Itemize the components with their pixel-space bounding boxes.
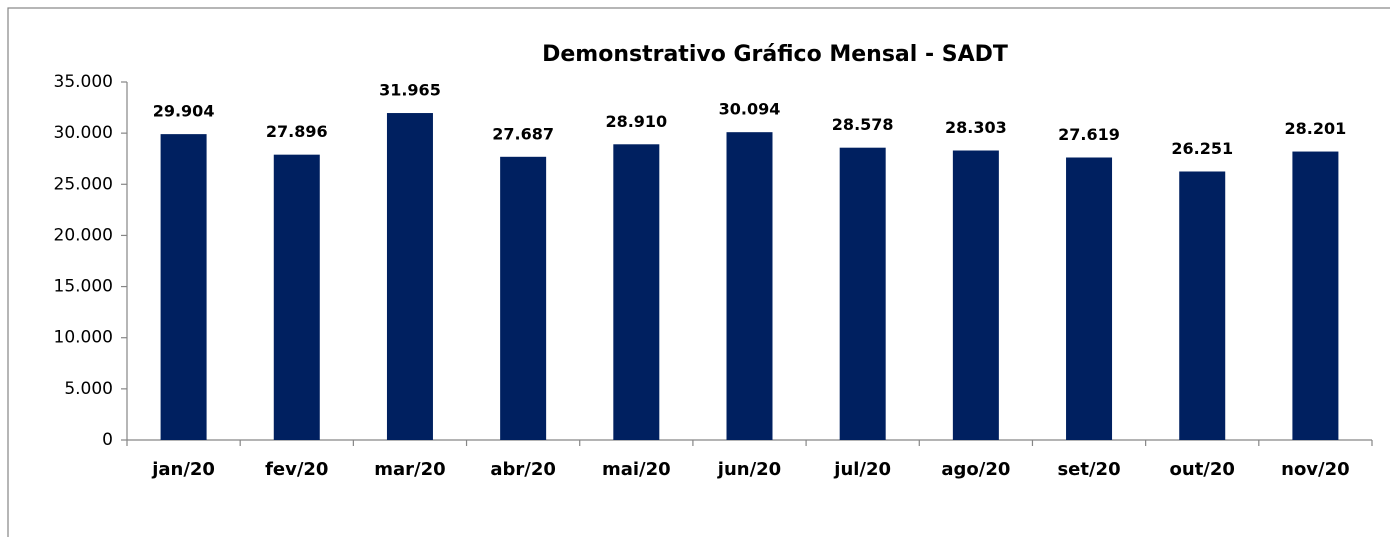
data-label: 27.896 — [266, 122, 328, 141]
data-label: 28.910 — [605, 112, 667, 131]
y-tick-label: 10.000 — [54, 328, 113, 348]
x-tick-label: set/20 — [1057, 459, 1120, 480]
data-label: 27.687 — [492, 124, 554, 143]
bar — [386, 113, 433, 441]
data-label: 26.251 — [1171, 139, 1233, 158]
x-tick-label: fev/20 — [265, 459, 328, 480]
x-tick-label: jan/20 — [151, 459, 215, 480]
x-tick-label: jun/20 — [717, 459, 781, 480]
bar — [273, 154, 320, 441]
y-tick-label: 5.000 — [64, 379, 113, 399]
bar — [613, 144, 660, 441]
x-tick-label: abr/20 — [490, 459, 556, 480]
y-tick-label: 20.000 — [54, 225, 113, 245]
y-tick-label: 30.000 — [54, 123, 113, 143]
x-tick-label: ago/20 — [941, 459, 1010, 480]
data-label: 27.619 — [1058, 125, 1120, 144]
data-label: 28.201 — [1285, 119, 1347, 138]
data-label: 29.904 — [153, 102, 215, 121]
y-tick-label: 35.000 — [54, 72, 113, 92]
x-tick-label: mai/20 — [602, 459, 671, 480]
bar — [1292, 151, 1339, 440]
data-label: 31.965 — [379, 81, 441, 100]
x-tick-label: out/20 — [1170, 459, 1235, 480]
x-tick-label: jul/20 — [833, 459, 891, 480]
bar — [160, 134, 207, 440]
data-label: 30.094 — [719, 100, 781, 119]
x-tick-label: nov/20 — [1281, 459, 1350, 480]
bar — [500, 156, 547, 440]
chart-frame — [7, 7, 1390, 537]
y-tick-label: 15.000 — [54, 277, 113, 297]
data-label: 28.578 — [832, 115, 894, 134]
x-tick-label: mar/20 — [374, 459, 445, 480]
bar — [1179, 171, 1226, 440]
bar — [952, 150, 999, 441]
y-tick-label: 0 — [102, 430, 113, 450]
y-tick-label: 25.000 — [54, 174, 113, 194]
bar — [1066, 157, 1113, 441]
data-label: 28.303 — [945, 118, 1007, 137]
bar — [839, 147, 886, 441]
chart-title: Demonstrativo Gráfico Mensal - SADT — [542, 42, 1008, 67]
bar — [726, 132, 773, 440]
